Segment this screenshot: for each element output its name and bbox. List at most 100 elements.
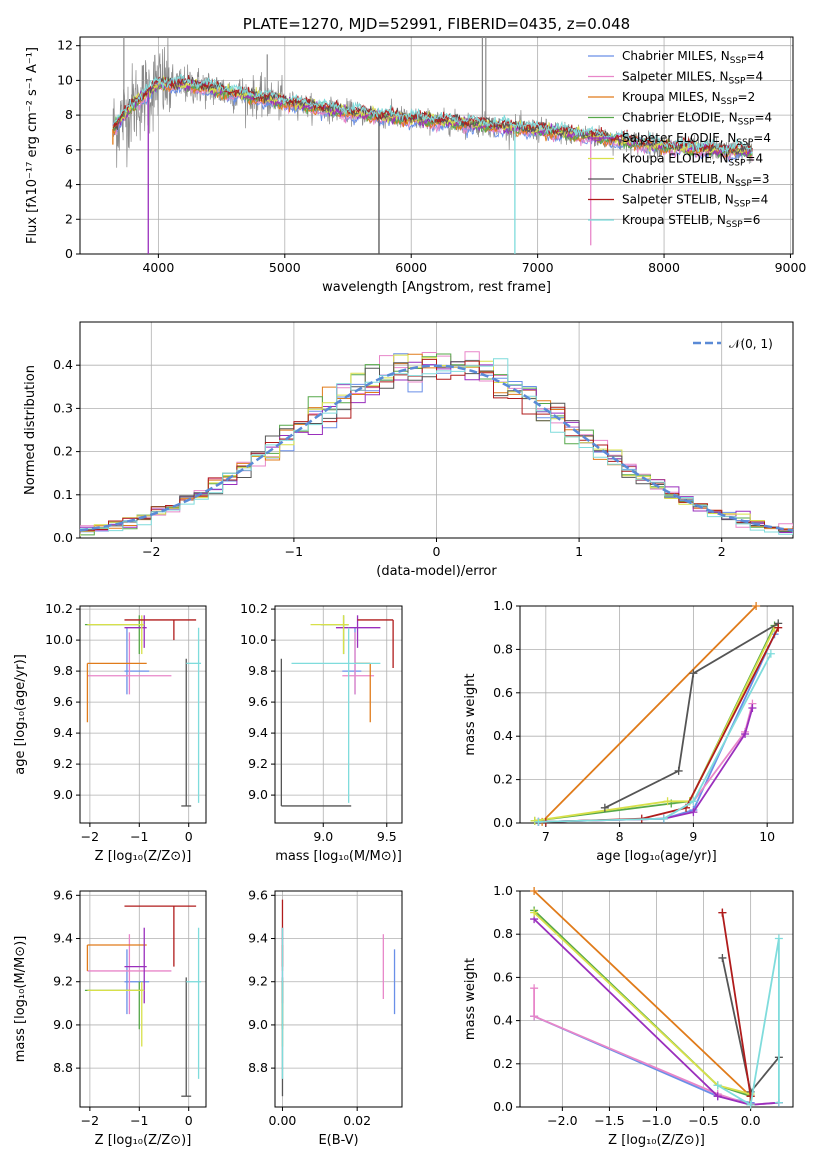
errorbar-point (181, 658, 192, 807)
errorbar-point (280, 658, 352, 807)
plus-marker (741, 730, 750, 739)
y-tick-label: 0.2 (493, 1056, 513, 1071)
y-axis-label: mass weight (463, 958, 478, 1040)
mass-weight-line (604, 622, 779, 809)
x-tick-label: −2 (81, 829, 99, 844)
x-tick-label: 9 (689, 829, 697, 844)
mw_vs_Z-axes (516, 890, 794, 1111)
y-tick-label: 9.2 (248, 974, 268, 989)
errorbar-point (124, 927, 147, 1004)
legend-entry: 𝒩(0, 1) (729, 337, 773, 351)
y-tick-label: 9.0 (248, 787, 268, 802)
x-tick-label: −1.0 (641, 1113, 671, 1128)
age_vs_mass-axes (271, 605, 403, 827)
x-axis-label: Z [log₁₀(Z/Z⊙)] (608, 1133, 705, 1148)
y-axis-label: Normed distribution (23, 365, 38, 495)
errorbar-point (181, 977, 192, 1097)
x-axis-label: wavelength [Angstrom, rest frame] (322, 280, 551, 295)
x-tick-label: −1 (130, 829, 148, 844)
y-tick-label: 10.0 (45, 632, 73, 647)
y-tick-label: 0.0 (493, 1099, 513, 1114)
plus-marker (766, 649, 775, 658)
legend-value: =2 (738, 90, 756, 104)
legend-entry: Kroupa STELIB, NSSP=6 (622, 213, 760, 230)
errorbar-point (291, 627, 381, 803)
errorbar-point (320, 615, 349, 655)
legend-entry: Salpeter STELIB, NSSP=4 (622, 193, 768, 210)
legend-entry: Chabrier MILES, NSSP=4 (622, 49, 764, 66)
y-tick-label: 10.2 (45, 601, 73, 616)
legend-value: =4 (745, 152, 763, 166)
x-tick-label: −2.0 (547, 1113, 577, 1128)
legend-subscript: SSP (730, 56, 747, 66)
errorbar-point (86, 662, 147, 723)
y-tick-label: 9.2 (53, 974, 73, 989)
y-tick-label: 1.0 (493, 883, 513, 898)
legend-subscript: SSP (721, 97, 738, 107)
y-tick-label: 9.6 (53, 694, 73, 709)
residuals-axes (76, 321, 794, 542)
x-tick-label: 5000 (269, 260, 301, 275)
y-tick-label: 0.0 (493, 815, 513, 830)
plus-marker (713, 1081, 722, 1090)
x-axis-label: mass [log₁₀(M/M⊙)] (275, 849, 402, 864)
y-axis-label: Flux [fλ10⁻¹⁷ erg cm⁻² s⁻¹ A⁻¹] (25, 47, 40, 244)
x-tick-label: −2 (142, 544, 160, 559)
y-tick-label: 0.6 (493, 969, 513, 984)
legend-entry: Chabrier STELIB, NSSP=3 (622, 172, 770, 189)
legend-subscript: SSP (734, 200, 751, 210)
axes-frame (519, 605, 794, 824)
plus-marker (718, 908, 727, 917)
y-tick-label: 0.0 (53, 530, 73, 545)
errorbar-point (342, 627, 362, 695)
y-tick-label: 0.6 (493, 685, 513, 700)
y-tick-label: 0 (65, 246, 73, 261)
legend-subscript: SSP (729, 159, 746, 169)
x-tick-label: −1 (285, 544, 303, 559)
x-tick-label: 1 (575, 544, 583, 559)
y-tick-label: 9.6 (53, 887, 73, 902)
y-tick-label: 9.4 (248, 725, 268, 740)
mass-weight-line (545, 627, 780, 823)
errorbar-point (355, 662, 371, 723)
x-tick-label: 6000 (395, 260, 427, 275)
model-spectrum-line (112, 73, 753, 155)
y-tick-label: 6 (65, 142, 73, 157)
x-tick-label: 10 (759, 829, 775, 844)
x-tick-label: 9000 (775, 260, 807, 275)
y-tick-label: 1.0 (493, 598, 513, 613)
plus-marker (530, 816, 539, 825)
x-axis-label: E(B-V) (318, 1133, 358, 1148)
y-tick-label: 0.3 (53, 400, 73, 415)
y-tick-label: 0.8 (493, 926, 513, 941)
x-tick-label: 0 (185, 1113, 193, 1128)
y-tick-label: 12 (57, 38, 73, 53)
mass-weight-line (534, 627, 776, 822)
axes-frame (274, 890, 403, 1108)
mass-weight-line (533, 909, 752, 1105)
mass_vs_ebv-axes (271, 890, 403, 1111)
y-tick-label: 8 (65, 107, 73, 122)
x-tick-label: 0 (185, 829, 193, 844)
plus-marker (689, 808, 698, 817)
legend-value: =4 (753, 131, 771, 145)
y-tick-label: 0.2 (493, 772, 513, 787)
plus-marker (530, 887, 539, 895)
x-tick-label: 7 (542, 829, 550, 844)
y-axis-label: age [log₁₀(age/yr)] (13, 654, 28, 775)
y-axis-label: mass [log₁₀(M/M⊙)] (13, 936, 28, 1063)
errorbar-point (186, 627, 202, 803)
mass-weight-line (533, 918, 779, 1106)
legend-entry: Kroupa ELODIE, NSSP=4 (622, 152, 763, 169)
errorbar-point (357, 619, 394, 668)
errorbar-point (124, 619, 197, 641)
plus-marker (718, 953, 727, 962)
plus-marker (746, 1100, 755, 1109)
x-tick-label: 9.0 (313, 829, 333, 844)
plus-marker (530, 1012, 539, 1021)
x-tick-label: 8 (616, 829, 624, 844)
y-tick-label: 9.6 (248, 887, 268, 902)
x-tick-label: −0.5 (688, 1113, 718, 1128)
x-tick-label: −2 (81, 1113, 99, 1128)
plus-marker (752, 602, 761, 610)
